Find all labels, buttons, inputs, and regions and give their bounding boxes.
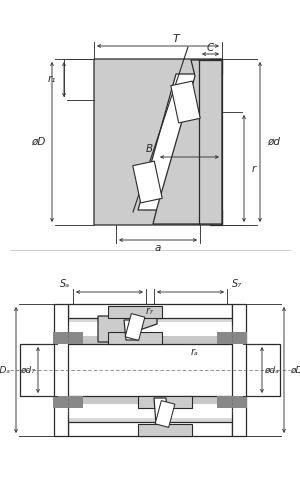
Bar [68,422,232,436]
Text: Sₐ: Sₐ [60,279,70,289]
Polygon shape [153,60,222,224]
Text: r₇: r₇ [146,306,154,316]
Bar [54,304,68,436]
Bar [53,336,247,348]
Bar [53,392,247,404]
Bar [108,306,162,318]
Text: r: r [252,164,256,173]
Polygon shape [154,398,168,424]
Text: øD₇: øD₇ [290,366,300,374]
Text: øD: øD [31,137,45,147]
Text: ød: ød [268,137,281,147]
Bar [138,424,192,436]
Bar [53,396,83,408]
Bar [171,81,200,123]
Text: B: B [146,144,153,154]
Text: S₇: S₇ [232,279,242,289]
Text: r₁: r₁ [48,74,56,85]
Polygon shape [94,59,222,225]
Text: C: C [207,43,214,53]
Bar [138,396,192,408]
Bar [108,332,162,344]
Text: øDₐ: øDₐ [0,366,10,374]
Bar [217,332,247,344]
Bar [68,304,232,318]
Bar [53,332,83,344]
Text: ødₐ: ødₐ [265,366,279,374]
Bar [217,396,247,408]
Polygon shape [124,320,138,340]
Bar [133,161,162,203]
Bar [232,304,246,436]
Bar [68,418,232,436]
Bar [68,304,232,322]
Text: rₐ: rₐ [191,347,199,357]
Text: T: T [172,34,179,44]
Bar [20,344,280,396]
Text: a: a [155,243,161,253]
Text: ød₇: ød₇ [21,366,35,374]
Bar [125,314,145,340]
Bar [155,400,175,427]
Polygon shape [98,316,157,342]
